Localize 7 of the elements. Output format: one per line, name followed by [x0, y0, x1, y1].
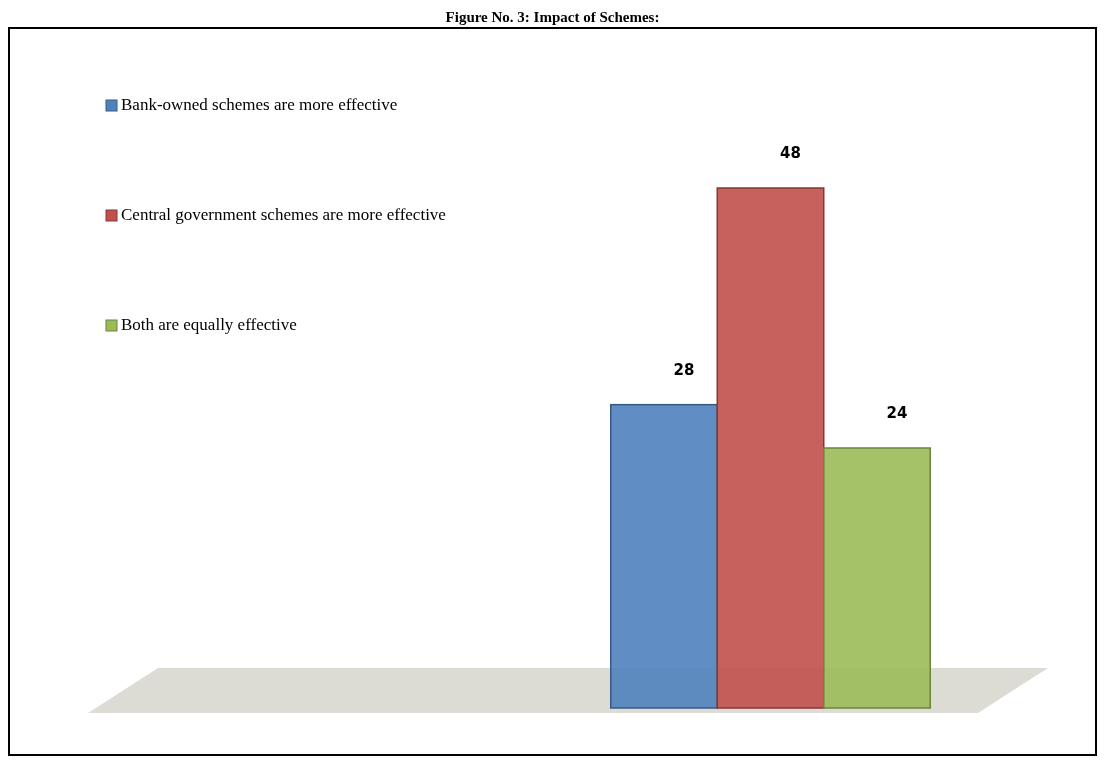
legend-label: Bank-owned schemes are more effective: [121, 95, 398, 114]
data-label: 28: [673, 360, 695, 379]
data-label: 48: [780, 144, 801, 162]
legend-label: Both are equally effective: [121, 315, 297, 334]
chart-title: Figure No. 3: Impact of Schemes:: [445, 9, 660, 25]
legend-label: Central government schemes are more effective: [121, 205, 446, 224]
data-label: 24: [886, 404, 908, 422]
